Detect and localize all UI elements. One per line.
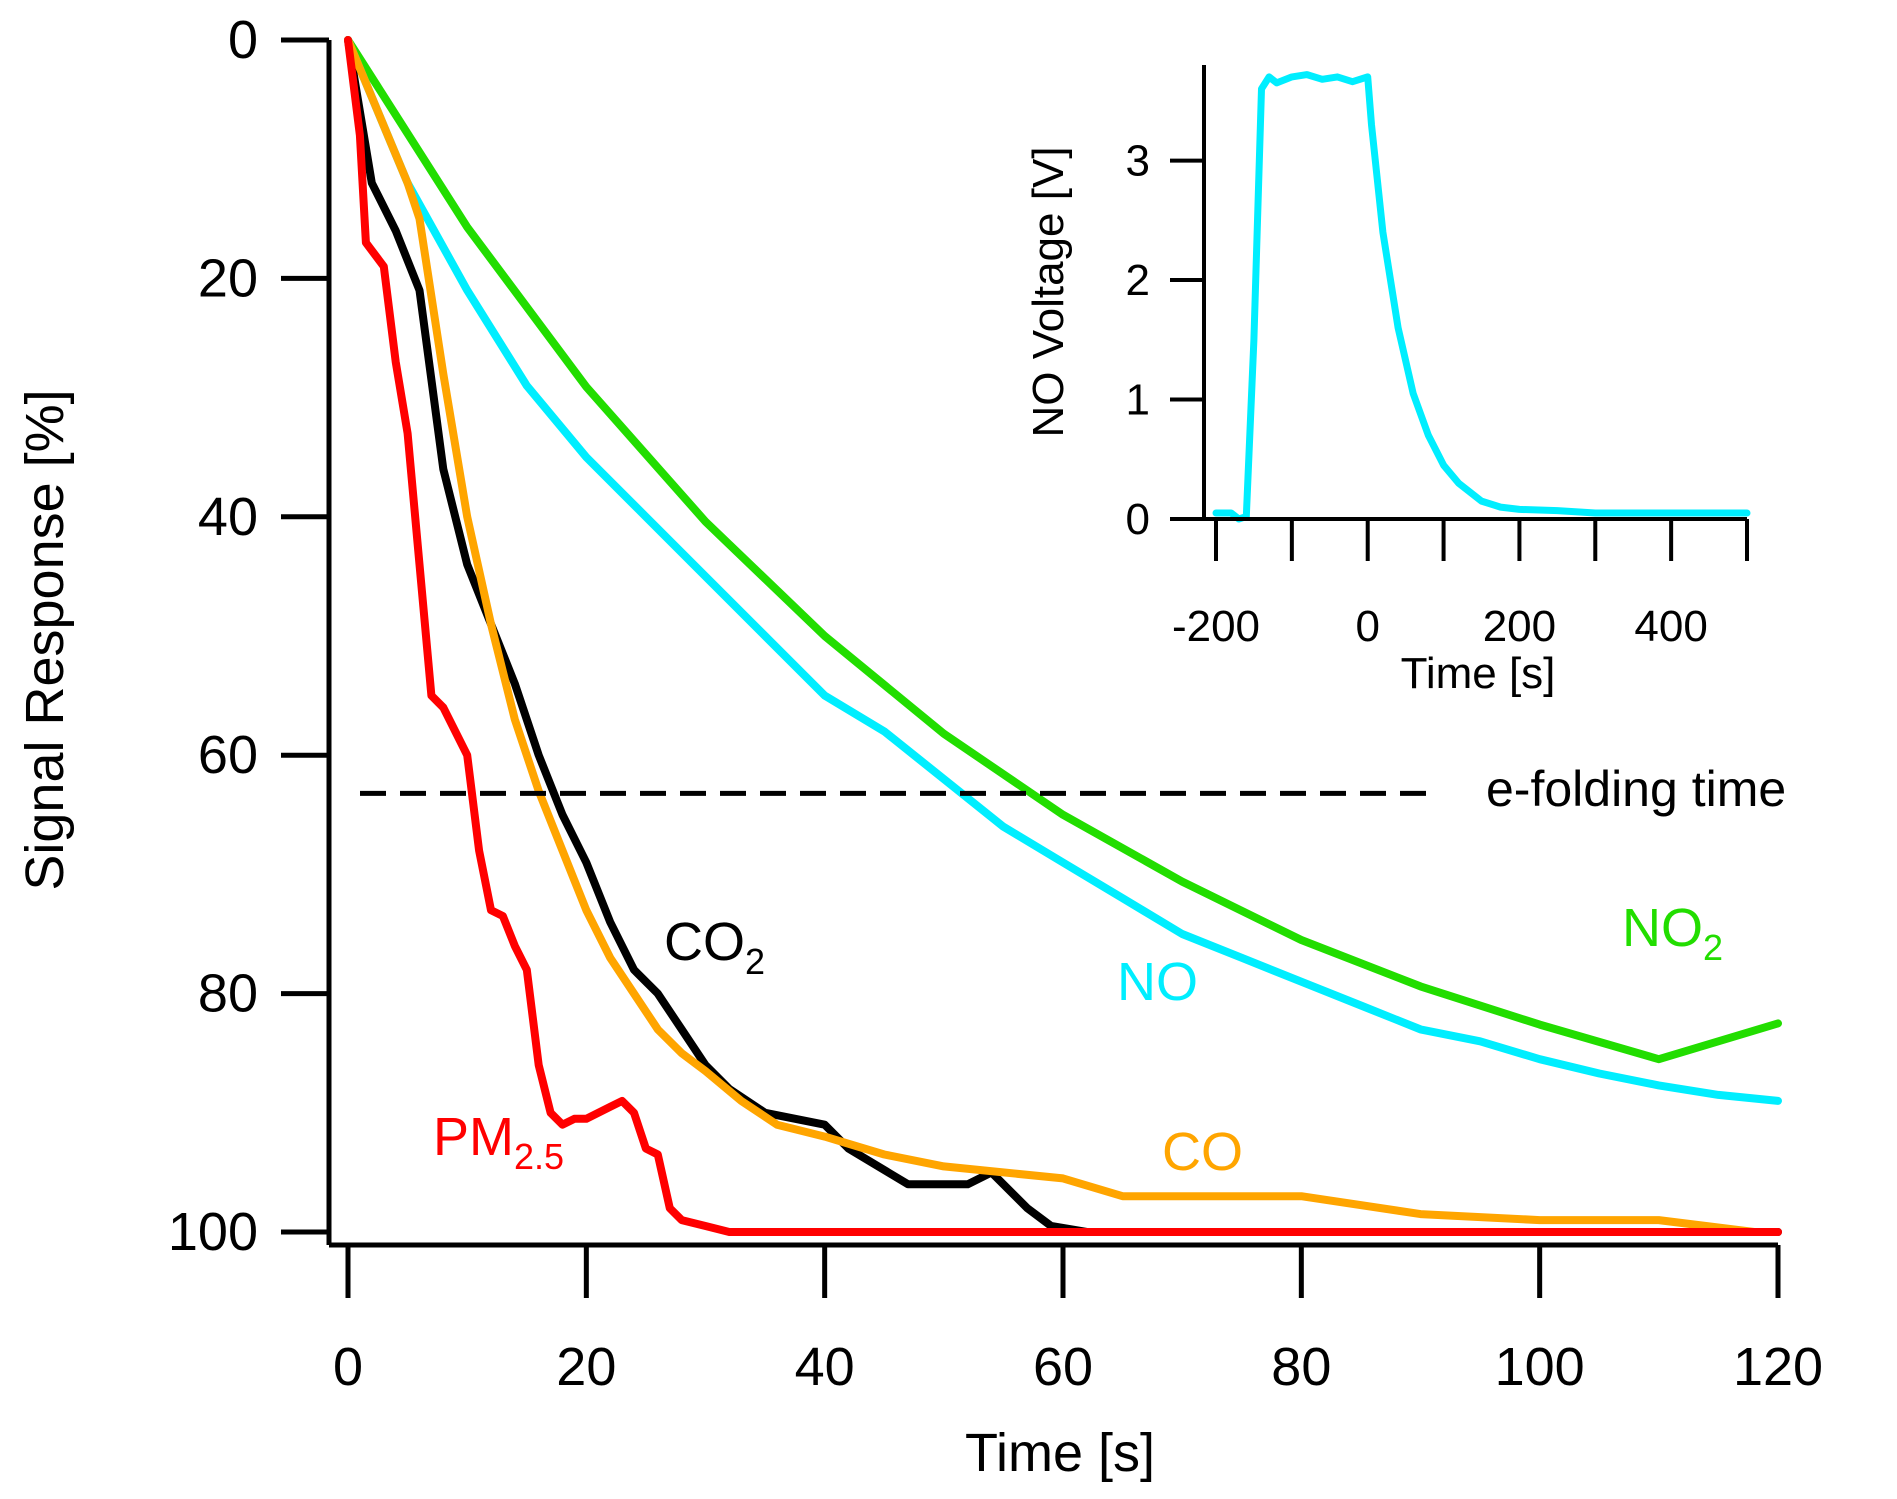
inset-x-tick-label: 400 bbox=[1634, 602, 1707, 651]
inset-x-tick-label: -200 bbox=[1172, 602, 1260, 651]
series-line-no2 bbox=[344, 36, 1782, 1064]
main-y-axis-title: Signal Response [%] bbox=[15, 389, 75, 890]
main-x-axis-title: Time [s] bbox=[965, 1423, 1155, 1483]
inset-y-tick-label: 2 bbox=[1126, 256, 1150, 305]
main-x-tick-label: 40 bbox=[795, 1337, 855, 1397]
main-x-tick-label: 0 bbox=[333, 1337, 363, 1397]
main-y-tick-label: 40 bbox=[198, 487, 258, 547]
inset-y-tick-label: 0 bbox=[1126, 495, 1150, 544]
main-y-tick-label: 60 bbox=[198, 725, 258, 785]
series-line-co2 bbox=[344, 36, 1782, 1236]
series-label-no2: NO2 bbox=[1622, 898, 1723, 968]
series-line-co bbox=[344, 36, 1759, 1236]
series-line-pm25 bbox=[344, 36, 1782, 1236]
main-y-tick-label: 100 bbox=[168, 1202, 258, 1262]
series-label-co: CO bbox=[1162, 1122, 1243, 1182]
inset-chart: 0 1 2 3 -200 0 200 400 Time [s] NO Voltage [V] bbox=[1024, 65, 1751, 698]
main-plot-lines bbox=[344, 36, 1782, 1236]
inset-y-tick-label: 3 bbox=[1126, 137, 1150, 186]
main-x-tick-label: 80 bbox=[1271, 1337, 1331, 1397]
inset-x-tick-label: 200 bbox=[1483, 602, 1556, 651]
inset-series-line-no bbox=[1212, 71, 1751, 523]
main-x-tick-label: 100 bbox=[1495, 1337, 1585, 1397]
main-y-tick-label: 20 bbox=[198, 248, 258, 308]
inset-ticks: 0 1 2 3 -200 0 200 400 bbox=[1126, 137, 1749, 651]
e-folding-label: e-folding time bbox=[1486, 761, 1786, 817]
inset-y-axis-title: NO Voltage [V] bbox=[1024, 146, 1073, 437]
main-y-tick-label: 80 bbox=[198, 964, 258, 1024]
series-label-no: NO bbox=[1117, 952, 1198, 1012]
inset-y-tick-label: 1 bbox=[1126, 376, 1150, 425]
inset-plot-lines bbox=[1212, 71, 1751, 523]
main-x-tick-label: 60 bbox=[1033, 1337, 1093, 1397]
main-x-tick-label: 20 bbox=[556, 1337, 616, 1397]
inset-x-axis-title: Time [s] bbox=[1401, 649, 1556, 698]
series-label-co2: CO2 bbox=[664, 912, 765, 982]
series-line-no bbox=[344, 36, 1782, 1105]
series-label-pm25: PM2.5 bbox=[433, 1107, 564, 1177]
main-x-tick-label: 120 bbox=[1733, 1337, 1823, 1397]
inset-x-tick-label: 0 bbox=[1355, 602, 1379, 651]
main-y-tick-label: 0 bbox=[228, 10, 258, 70]
